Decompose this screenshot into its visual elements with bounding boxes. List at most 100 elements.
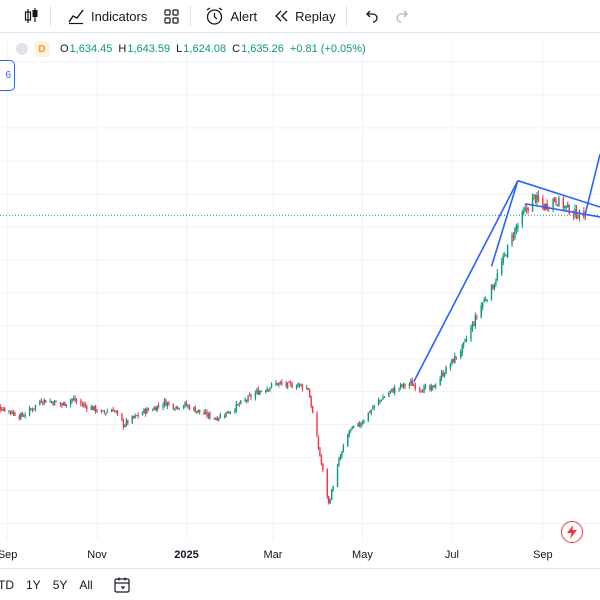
trendline[interactable] bbox=[413, 180, 519, 383]
candle-body bbox=[443, 373, 446, 376]
candle-body bbox=[153, 407, 155, 410]
side-tag[interactable]: 6 bbox=[0, 60, 15, 91]
templates-icon bbox=[164, 8, 179, 24]
alert-button[interactable]: Alert bbox=[193, 0, 265, 33]
candle-body bbox=[536, 195, 538, 202]
candle-body bbox=[124, 425, 126, 428]
trendline[interactable] bbox=[584, 154, 600, 214]
candle-body bbox=[423, 386, 425, 393]
candle-body bbox=[237, 404, 239, 406]
high-value: 1,643.59 bbox=[127, 43, 171, 55]
candle-body bbox=[55, 401, 57, 403]
candle-body bbox=[50, 401, 53, 403]
candle-body bbox=[301, 384, 304, 389]
lightning-icon bbox=[567, 525, 577, 539]
candle-body bbox=[61, 404, 63, 406]
candle-body bbox=[152, 410, 154, 412]
trendline-drawings[interactable] bbox=[413, 154, 600, 383]
candle-body bbox=[363, 420, 365, 423]
candle-body bbox=[91, 406, 94, 411]
candle-body bbox=[328, 496, 330, 503]
candle-body bbox=[223, 415, 226, 417]
x-tick-label: Mar bbox=[264, 549, 283, 561]
candle-body bbox=[20, 413, 22, 419]
candle-body bbox=[147, 409, 150, 411]
candle-body bbox=[141, 412, 144, 416]
candle-body bbox=[319, 447, 321, 457]
candle-body bbox=[185, 402, 188, 406]
top-toolbar: Indicators Alert Replay bbox=[0, 0, 600, 33]
range-1y-button[interactable]: 1Y bbox=[26, 577, 41, 592]
trendline[interactable] bbox=[490, 180, 519, 267]
candle-body bbox=[234, 410, 236, 412]
candle-body bbox=[432, 385, 434, 388]
candle-body bbox=[14, 412, 16, 416]
candle-body bbox=[306, 387, 308, 389]
symbol-logo[interactable] bbox=[16, 43, 28, 55]
change-value: +0.81 (+0.05%) bbox=[289, 43, 366, 55]
candle-body bbox=[418, 387, 421, 390]
open-value: 1,634.45 bbox=[69, 43, 113, 55]
toolbar-divider bbox=[190, 6, 192, 26]
candle-body bbox=[461, 345, 463, 354]
candle-body bbox=[278, 382, 280, 385]
toolbar-divider bbox=[50, 6, 51, 26]
candle-body bbox=[259, 391, 261, 395]
chart-type-button[interactable] bbox=[0, 0, 48, 33]
candle-body bbox=[465, 338, 468, 340]
candle-body bbox=[216, 417, 218, 421]
candle-body bbox=[23, 415, 25, 417]
candle-body bbox=[115, 410, 117, 412]
x-axis-ticks: Sep Nov 2025 Mar May Jul Sep bbox=[0, 549, 553, 561]
replay-button[interactable]: Replay bbox=[265, 0, 343, 33]
candle-body bbox=[291, 384, 293, 388]
x-tick-label: 2025 bbox=[174, 549, 198, 561]
candle-body bbox=[226, 411, 229, 414]
candle-body bbox=[264, 390, 267, 392]
indicators-button[interactable]: Indicators bbox=[53, 0, 155, 33]
goto-date-button[interactable] bbox=[113, 576, 131, 594]
x-tick-label: Sep bbox=[533, 549, 553, 561]
candle-body bbox=[424, 385, 427, 387]
candle-body bbox=[352, 426, 355, 428]
candle-body bbox=[474, 315, 477, 326]
range-5y-button[interactable]: 5Y bbox=[52, 577, 68, 592]
candle-body bbox=[512, 235, 515, 237]
x-tick-label: Sep bbox=[0, 549, 17, 561]
range-all-button[interactable]: All bbox=[79, 577, 93, 592]
lightning-button[interactable] bbox=[561, 521, 583, 543]
alert-icon bbox=[207, 6, 223, 25]
candle-body bbox=[49, 401, 51, 403]
redo-icon bbox=[395, 10, 408, 23]
candle-body bbox=[9, 410, 12, 413]
candle-body bbox=[496, 273, 499, 281]
candle-body bbox=[413, 385, 415, 387]
candle-body bbox=[43, 399, 45, 403]
candle-body bbox=[572, 214, 575, 216]
candle-body bbox=[93, 405, 95, 410]
candle-body bbox=[33, 408, 35, 410]
candle-body bbox=[281, 382, 283, 384]
candle-body bbox=[69, 400, 72, 405]
range-td-button[interactable]: TD bbox=[0, 577, 14, 592]
candle-body bbox=[266, 388, 268, 392]
redo-button[interactable] bbox=[387, 0, 419, 33]
candle-body bbox=[225, 412, 227, 417]
candle-body bbox=[565, 205, 567, 208]
candle-body bbox=[398, 387, 400, 389]
candle-body bbox=[18, 415, 21, 419]
undo-button[interactable] bbox=[349, 0, 387, 33]
trendline[interactable] bbox=[517, 179, 600, 208]
candle-body bbox=[187, 405, 189, 407]
templates-button[interactable] bbox=[155, 0, 188, 33]
candle-body bbox=[256, 390, 258, 393]
candle-body bbox=[247, 395, 249, 402]
candle-body bbox=[12, 412, 15, 414]
candle-body bbox=[342, 445, 345, 452]
candle-body bbox=[131, 416, 133, 423]
candle-body bbox=[72, 398, 75, 400]
interval-badge[interactable]: D bbox=[34, 41, 50, 57]
trendline[interactable] bbox=[525, 202, 600, 218]
candle-body bbox=[521, 211, 523, 225]
